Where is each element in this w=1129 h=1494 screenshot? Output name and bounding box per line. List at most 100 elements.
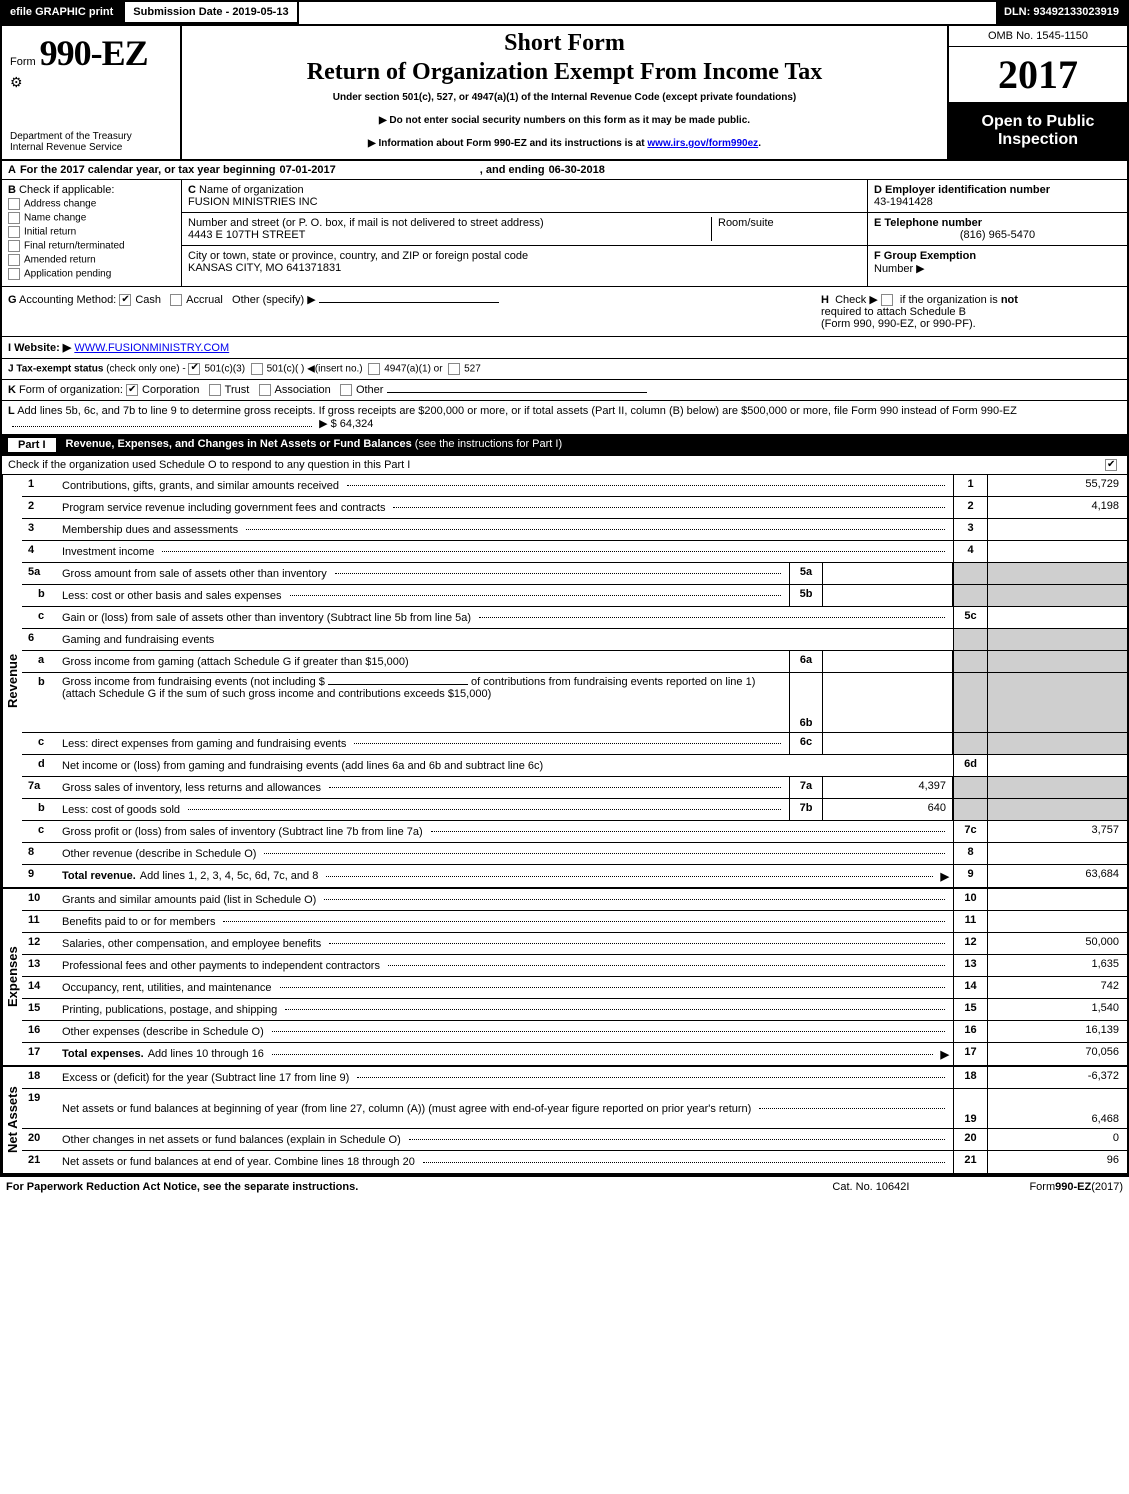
checkbox-4947a1[interactable] bbox=[368, 363, 380, 375]
rownum-16: 16 bbox=[22, 1021, 58, 1042]
row-11: 11 Benefits paid to or for members 11 bbox=[22, 911, 1127, 933]
checkbox-accrual[interactable] bbox=[170, 294, 182, 306]
row-1: 1 Contributions, gifts, grants, and simi… bbox=[22, 475, 1127, 497]
checkbox-initial-return[interactable] bbox=[8, 226, 20, 238]
box-b-label: B bbox=[8, 184, 16, 196]
mainnum-6b-grey bbox=[953, 673, 987, 732]
desc-7a: Gross sales of inventory, less returns a… bbox=[62, 782, 321, 794]
checkbox-address-change[interactable] bbox=[8, 198, 20, 210]
line-k-text: Form of organization: bbox=[19, 384, 123, 396]
checkbox-other-org[interactable] bbox=[340, 384, 352, 396]
tax-year-end: 06-30-2018 bbox=[549, 164, 605, 176]
subamt-5b bbox=[823, 585, 953, 606]
opt-other-specify: Other (specify) ▶ bbox=[232, 294, 316, 306]
amt-8 bbox=[987, 843, 1127, 864]
rownum-19: 19 bbox=[22, 1089, 58, 1128]
row-3: 3 Membership dues and assessments 3 bbox=[22, 519, 1127, 541]
mainamt-7a-grey bbox=[987, 777, 1127, 798]
checkbox-amended-return[interactable] bbox=[8, 254, 20, 266]
tax-year: 2017 bbox=[949, 47, 1127, 103]
mainnum-19: 19 bbox=[953, 1089, 987, 1128]
box-f-sublabel: Number ▶ bbox=[874, 263, 925, 275]
rownum-3: 3 bbox=[22, 519, 58, 540]
desc-21: Net assets or fund balances at end of ye… bbox=[62, 1156, 415, 1168]
opt-other-org: Other bbox=[356, 384, 384, 396]
checkbox-501c[interactable] bbox=[251, 363, 263, 375]
efile-print-button[interactable]: efile GRAPHIC print bbox=[2, 2, 123, 24]
row-21: 21 Net assets or fund balances at end of… bbox=[22, 1151, 1127, 1173]
checkbox-schedule-b-not-required[interactable] bbox=[881, 294, 893, 306]
checkbox-application-pending[interactable] bbox=[8, 268, 20, 280]
checkbox-association[interactable] bbox=[259, 384, 271, 396]
checkbox-cash[interactable] bbox=[119, 294, 131, 306]
opt-initial-return: Initial return bbox=[24, 227, 76, 238]
opt-corporation: Corporation bbox=[142, 384, 199, 396]
line-h-text3: required to attach Schedule B bbox=[821, 306, 966, 318]
mainnum-7c: 7c bbox=[953, 821, 987, 842]
mainamt-5a-grey bbox=[987, 563, 1127, 584]
desc-7b: Less: cost of goods sold bbox=[62, 804, 180, 816]
header-middle: Short Form Return of Organization Exempt… bbox=[182, 26, 947, 159]
row-6: 6 Gaming and fundraising events bbox=[22, 629, 1127, 651]
arrow-9: ▶ bbox=[941, 870, 949, 883]
desc-6a: Gross income from gaming (attach Schedul… bbox=[62, 656, 409, 668]
mainnum-11: 11 bbox=[953, 911, 987, 932]
topbar-spacer bbox=[299, 2, 996, 24]
desc-5a: Gross amount from sale of assets other t… bbox=[62, 568, 327, 580]
other-specify-input[interactable] bbox=[319, 302, 499, 303]
desc-8: Other revenue (describe in Schedule O) bbox=[62, 848, 256, 860]
amt-11 bbox=[987, 911, 1127, 932]
website-link[interactable]: WWW.FUSIONMINISTRY.COM bbox=[74, 342, 229, 354]
checkbox-schedule-o-part1[interactable] bbox=[1105, 459, 1117, 471]
mainamt-6b-grey bbox=[987, 673, 1127, 732]
checkbox-trust[interactable] bbox=[209, 384, 221, 396]
row-20: 20 Other changes in net assets or fund b… bbox=[22, 1129, 1127, 1151]
mainnum-7b-grey bbox=[953, 799, 987, 820]
short-form-title: Short Form bbox=[192, 30, 937, 57]
revenue-vertical-label: Revenue bbox=[2, 475, 22, 887]
row-16: 16 Other expenses (describe in Schedule … bbox=[22, 1021, 1127, 1043]
row-17: 17 Total expenses. Add lines 10 through … bbox=[22, 1043, 1127, 1065]
checkbox-final-return[interactable] bbox=[8, 240, 20, 252]
subamt-6b bbox=[823, 673, 953, 732]
fundraising-excluded-input[interactable] bbox=[328, 684, 468, 685]
subnum-5b: 5b bbox=[789, 585, 823, 606]
treasury-seal-icon: ⚙ bbox=[10, 74, 172, 91]
desc-15: Printing, publications, postage, and shi… bbox=[62, 1004, 277, 1016]
amt-20: 0 bbox=[987, 1129, 1127, 1150]
instructions-link[interactable]: www.irs.gov/form990ez bbox=[647, 138, 758, 149]
revenue-section: Revenue 1 Contributions, gifts, grants, … bbox=[2, 475, 1127, 889]
amt-1: 55,729 bbox=[987, 475, 1127, 496]
checkbox-name-change[interactable] bbox=[8, 212, 20, 224]
opt-4947a1: 4947(a)(1) or bbox=[384, 364, 442, 375]
checkbox-527[interactable] bbox=[448, 363, 460, 375]
mainnum-5b-grey bbox=[953, 585, 987, 606]
addr-label: Number and street (or P. O. box, if mail… bbox=[188, 217, 544, 229]
amt-13: 1,635 bbox=[987, 955, 1127, 976]
checkbox-501c3[interactable] bbox=[188, 363, 200, 375]
rownum-6d: d bbox=[22, 755, 58, 776]
amt-18: -6,372 bbox=[987, 1067, 1127, 1088]
part-1-hint: (see the instructions for Part I) bbox=[415, 438, 562, 450]
opt-name-change: Name change bbox=[24, 213, 86, 224]
mainnum-5a-grey bbox=[953, 563, 987, 584]
mainnum-14: 14 bbox=[953, 977, 987, 998]
mainnum-4: 4 bbox=[953, 541, 987, 562]
form-prefix: Form bbox=[10, 56, 36, 68]
subnum-7a: 7a bbox=[789, 777, 823, 798]
row-6c: c Less: direct expenses from gaming and … bbox=[22, 733, 1127, 755]
rownum-7b: b bbox=[22, 799, 58, 820]
row-19: 19 Net assets or fund balances at beginn… bbox=[22, 1089, 1127, 1129]
rownum-15: 15 bbox=[22, 999, 58, 1020]
dept-line-1: Department of the Treasury bbox=[10, 131, 172, 142]
net-assets-vertical-label: Net Assets bbox=[2, 1067, 22, 1173]
other-org-input[interactable] bbox=[387, 392, 647, 393]
instruction-line-1: ▶ Do not enter social security numbers o… bbox=[192, 115, 937, 126]
omb-number: OMB No. 1545-1150 bbox=[949, 26, 1127, 47]
line-h-label: H bbox=[821, 294, 829, 306]
desc-5c: Gain or (loss) from sale of assets other… bbox=[62, 612, 471, 624]
desc-10: Grants and similar amounts paid (list in… bbox=[62, 894, 316, 906]
checkbox-corporation[interactable] bbox=[126, 384, 138, 396]
box-b: B Check if applicable: Address change Na… bbox=[2, 180, 182, 286]
amt-19: 6,468 bbox=[987, 1089, 1127, 1128]
